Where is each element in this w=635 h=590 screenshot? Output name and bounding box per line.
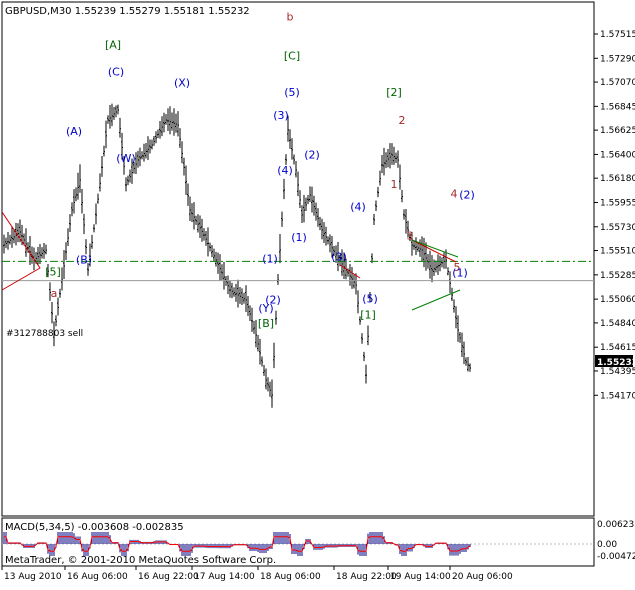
wave-label: b bbox=[287, 11, 294, 24]
main-plot-frame bbox=[1, 1, 595, 517]
price-tick-label: 1.54615 bbox=[600, 343, 635, 353]
wave-label: 1 bbox=[391, 178, 398, 191]
time-tick-label: 16 Aug 06:00 bbox=[67, 572, 128, 582]
macd-plot-frame bbox=[1, 517, 595, 567]
wave-label: 5 bbox=[454, 261, 461, 274]
time-tick-label: 19 Aug 14:00 bbox=[390, 572, 451, 582]
time-tick-label: 18 Aug 22:00 bbox=[336, 572, 397, 582]
wave-label: (Y) bbox=[258, 302, 273, 315]
channel-lower-green bbox=[411, 289, 461, 311]
price-tick-label: 1.57515 bbox=[600, 30, 635, 40]
time-tick-label: 13 Aug 2010 bbox=[4, 572, 62, 582]
price-tick-label: 1.56625 bbox=[600, 126, 635, 136]
time-tick-label: 16 Aug 22:00 bbox=[138, 572, 199, 582]
wave-label: (5) bbox=[284, 86, 300, 99]
price-tick-label: 1.55510 bbox=[600, 247, 635, 257]
price-tick-label: 1.55060 bbox=[600, 295, 635, 305]
wave-label: 2 bbox=[399, 114, 406, 127]
price-tick-label: 1.56400 bbox=[600, 150, 635, 160]
wave-label: [2] bbox=[386, 86, 402, 99]
wave-labels: a [5] (A) (B) (C) [A] (W) (X) b [C] (5) (3) (4) (2) (1… bbox=[45, 11, 475, 331]
wave-label: [1] bbox=[360, 309, 376, 322]
wave-label: (2) bbox=[459, 189, 475, 202]
price-tick-label: 1.54840 bbox=[600, 319, 635, 329]
wave-label: (4) bbox=[350, 201, 366, 214]
price-axis: 1.57515 1.57290 1.57070 1.56845 1.56625 1.564… bbox=[594, 30, 635, 401]
price-tick-label: 1.55955 bbox=[600, 198, 635, 208]
wave-label: (1) bbox=[452, 266, 468, 279]
price-tick-label: 1.55285 bbox=[600, 271, 635, 281]
wave-label: (2) bbox=[304, 149, 320, 162]
channel-upper-green bbox=[411, 239, 459, 258]
wave-label: 4 bbox=[451, 188, 458, 201]
time-tick-label: 17 Aug 14:00 bbox=[194, 572, 255, 582]
copyright-text: MetaTrader, © 2001-2010 MetaQuotes Softw… bbox=[5, 555, 276, 566]
price-tick-label: 1.55730 bbox=[600, 223, 635, 233]
current-price-badge: 1.55232 bbox=[597, 358, 635, 368]
wave-label: [B] bbox=[258, 317, 274, 330]
wave-label: (1) bbox=[291, 231, 307, 244]
wave-label: (X) bbox=[174, 76, 190, 89]
macd-signal-line bbox=[4, 536, 471, 552]
macd-tick-label: 0.00 bbox=[597, 540, 617, 550]
price-tick-label: 1.56180 bbox=[600, 174, 635, 184]
macd-header: MACD(5,34,5) -0.003608 -0.002835 bbox=[5, 522, 184, 533]
wave-label: 3 bbox=[407, 230, 414, 243]
wave-label: [5] bbox=[45, 265, 61, 278]
price-tick-label: 1.54395 bbox=[600, 367, 635, 377]
wave-label: (B) bbox=[76, 254, 92, 267]
time-tick-label: 20 Aug 06:00 bbox=[452, 572, 513, 582]
price-tick-label: 1.57070 bbox=[600, 78, 635, 88]
current-price-badge-bg bbox=[595, 355, 633, 367]
order-label: #312788803 sell bbox=[6, 329, 83, 339]
wave-label: (C) bbox=[108, 66, 124, 79]
macd-tick-label: -0.00472 bbox=[597, 552, 635, 562]
wave-label: a bbox=[51, 287, 58, 300]
price-bars bbox=[3, 103, 471, 408]
macd-indicator: 0.006233 0.00 -0.00472 bbox=[2, 520, 635, 562]
wave-label: (4) bbox=[277, 164, 293, 177]
wave-label: (3) bbox=[273, 109, 289, 122]
channel-upper-red bbox=[411, 239, 457, 263]
symbol-header: GBPUSD,M30 1.55239 1.55279 1.55181 1.552… bbox=[5, 6, 250, 17]
wedge-red bbox=[339, 264, 361, 279]
price-tick-label: 1.56845 bbox=[600, 102, 635, 112]
wave-label: (1) bbox=[262, 252, 278, 265]
wave-label: (W) bbox=[116, 152, 135, 165]
wave-label: [A] bbox=[105, 39, 121, 52]
wave-label: (A) bbox=[66, 125, 82, 138]
wave-label: (3) bbox=[331, 250, 347, 263]
chart-overlays bbox=[1, 211, 594, 311]
price-tick-label: 1.54170 bbox=[600, 391, 635, 401]
time-tick-label: 18 Aug 06:00 bbox=[260, 572, 321, 582]
triangle-left-red bbox=[1, 211, 41, 291]
wave-label: (5) bbox=[362, 292, 378, 305]
price-tick-label: 1.57290 bbox=[600, 54, 635, 64]
macd-tick-label: 0.006233 bbox=[597, 520, 635, 530]
wave-label: (2) bbox=[265, 293, 281, 306]
wave-label: [C] bbox=[284, 49, 300, 62]
